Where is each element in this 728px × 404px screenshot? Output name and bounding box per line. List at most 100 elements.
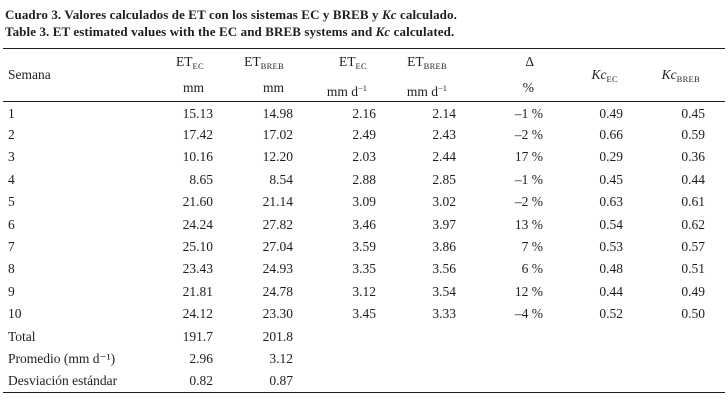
subscript-ec: EC bbox=[606, 74, 618, 84]
cell-kc-breb bbox=[623, 348, 725, 370]
caption-en-text: Table 3. ET estimated values with the EC… bbox=[5, 23, 376, 39]
cell-et-ec-mm: 24.12 bbox=[182, 306, 213, 322]
cell-kc-ec: 0.53 bbox=[599, 239, 623, 255]
cell-et-ec-mmd: 2.88 bbox=[352, 171, 376, 187]
cell-kc-ec: 0.52 bbox=[599, 306, 623, 322]
cell-kc-ec bbox=[543, 370, 623, 392]
cell-delta bbox=[456, 348, 543, 370]
cell-et-ec-mmd: 2.16 bbox=[352, 106, 376, 122]
cell-et-ec-mm: 10.16 bbox=[182, 149, 213, 165]
cell-kc-breb: 0.51 bbox=[681, 261, 705, 277]
col-header-kc-breb: KcBREB bbox=[661, 67, 700, 84]
cell-et-ec-mmd: 2.49 bbox=[352, 127, 376, 143]
cell-delta bbox=[456, 370, 543, 392]
table-caption: Cuadro 3. Valores calculados de ET con l… bbox=[3, 7, 725, 40]
subscript-breb: BREB bbox=[260, 61, 284, 71]
cell-delta: 13 % bbox=[514, 216, 543, 232]
cell-et-breb-mmd: 2.43 bbox=[432, 127, 456, 143]
caption-es-text: Cuadro 3. Valores calculados de ET con l… bbox=[5, 7, 382, 22]
cell-et-breb-mmd: 2.85 bbox=[432, 171, 456, 187]
cell-et-breb-mm: 12.20 bbox=[262, 149, 293, 165]
cell-delta: 17 % bbox=[514, 149, 543, 165]
table-row: 5 21.60 21.14 3.09 3.02 –2 % 0.63 0.61 bbox=[3, 191, 725, 213]
table-row: 4 8.65 8.54 2.88 2.85 –1 % 0.45 0.44 bbox=[3, 169, 725, 191]
caption-es-kc: Kc bbox=[381, 7, 397, 22]
cell-et-ec-mm: 24.24 bbox=[182, 216, 213, 232]
cell-et-ec-mmd: 3.46 bbox=[352, 216, 376, 232]
unit-label: mm d−1 bbox=[406, 83, 447, 99]
cell-delta bbox=[456, 325, 543, 347]
cell-et-breb-mm: 201.8 bbox=[262, 328, 293, 344]
cell-et-ec-mm: 0.82 bbox=[189, 373, 213, 389]
cell-semana: 9 bbox=[8, 283, 15, 299]
cell-delta: 12 % bbox=[514, 283, 543, 299]
unit-label: % bbox=[522, 80, 534, 95]
cell-semana: Promedio (mm d⁻¹) bbox=[8, 350, 116, 366]
cell-et-breb-mm: 8.54 bbox=[269, 171, 293, 187]
col-header-semana: Semana bbox=[8, 67, 51, 82]
cell-et-ec-mm: 23.43 bbox=[182, 261, 213, 277]
col-header-kc-ec: KcEC bbox=[591, 67, 618, 84]
cell-kc-breb: 0.36 bbox=[681, 149, 705, 165]
cell-semana: 7 bbox=[8, 239, 15, 255]
cell-semana: 2 bbox=[8, 127, 15, 143]
unit-label: mm bbox=[262, 80, 284, 95]
cell-kc-ec: 0.54 bbox=[599, 216, 623, 232]
cell-et-ec-mmd: 3.09 bbox=[352, 194, 376, 210]
table-row: Desviación estándar 0.82 0.87 bbox=[3, 370, 725, 392]
cell-kc-ec: 0.66 bbox=[599, 127, 623, 143]
subscript-breb: BREB bbox=[676, 74, 700, 84]
cell-kc-ec: 0.45 bbox=[599, 171, 623, 187]
col-header-et-ec-mmd: ETEC mm d−1 bbox=[293, 49, 376, 102]
cell-et-breb-mm: 27.04 bbox=[262, 239, 293, 255]
cell-et-ec-mmd: 3.35 bbox=[352, 261, 376, 277]
cell-et-breb-mmd bbox=[376, 348, 456, 370]
cell-et-ec-mm: 21.81 bbox=[182, 283, 213, 299]
cell-kc-ec bbox=[543, 325, 623, 347]
caption-es-tail: calculado. bbox=[396, 7, 457, 22]
cell-semana: 10 bbox=[8, 306, 22, 322]
unit-label: mm bbox=[182, 80, 204, 95]
cell-et-breb-mm: 21.14 bbox=[262, 194, 293, 210]
cell-kc-ec: 0.48 bbox=[599, 261, 623, 277]
delta-symbol: Δ bbox=[525, 54, 534, 69]
cell-et-breb-mmd: 3.56 bbox=[432, 261, 456, 277]
cell-kc-breb bbox=[623, 325, 725, 347]
table-row: 1 15.13 14.98 2.16 2.14 –1 % 0.49 0.45 bbox=[3, 102, 725, 124]
cell-et-breb-mm: 24.93 bbox=[262, 261, 293, 277]
caption-spanish: Cuadro 3. Valores calculados de ET con l… bbox=[5, 7, 725, 24]
cell-kc-ec bbox=[543, 348, 623, 370]
cell-kc-breb: 0.49 bbox=[681, 283, 705, 299]
cell-kc-breb: 0.57 bbox=[681, 239, 705, 255]
cell-delta: 7 % bbox=[521, 239, 543, 255]
cell-et-ec-mm: 2.96 bbox=[189, 350, 213, 366]
cell-et-ec-mm: 25.10 bbox=[182, 239, 213, 255]
superscript-minus-one: −1 bbox=[437, 83, 447, 93]
cell-kc-breb: 0.61 bbox=[681, 194, 705, 210]
cell-kc-breb: 0.44 bbox=[681, 171, 705, 187]
cell-et-breb-mmd: 2.44 bbox=[432, 149, 456, 165]
cell-et-ec-mmd: 3.45 bbox=[352, 306, 376, 322]
paper-table-figure: Cuadro 3. Valores calculados de ET con l… bbox=[3, 7, 725, 394]
cell-et-breb-mm: 23.30 bbox=[262, 306, 293, 322]
cell-kc-breb: 0.45 bbox=[681, 106, 705, 122]
cell-et-ec-mmd bbox=[293, 370, 376, 392]
table-row: 9 21.81 24.78 3.12 3.54 12 % 0.44 0.49 bbox=[3, 281, 725, 303]
caption-english: Table 3. ET estimated values with the EC… bbox=[5, 24, 725, 41]
cell-et-breb-mmd bbox=[376, 325, 456, 347]
header-row: Semana ETEC mm ETBREB mm ETEC mm d−1 ETB… bbox=[3, 49, 725, 102]
cell-semana: 3 bbox=[8, 149, 15, 165]
unit-label: mm d−1 bbox=[326, 83, 367, 99]
cell-et-breb-mm: 0.87 bbox=[269, 373, 293, 389]
cell-kc-breb: 0.50 bbox=[681, 306, 705, 322]
cell-semana: 8 bbox=[8, 261, 15, 277]
cell-et-breb-mmd: 3.54 bbox=[432, 283, 456, 299]
cell-et-ec-mmd: 3.12 bbox=[352, 283, 376, 299]
cell-delta: –1 % bbox=[514, 171, 543, 187]
cell-delta: –4 % bbox=[514, 306, 543, 322]
cell-et-breb-mm: 3.12 bbox=[269, 350, 293, 366]
cell-kc-ec: 0.29 bbox=[599, 149, 623, 165]
table-row: 2 17.42 17.02 2.49 2.43 –2 % 0.66 0.59 bbox=[3, 124, 725, 146]
table-row: Promedio (mm d⁻¹) 2.96 3.12 bbox=[3, 348, 725, 370]
cell-et-ec-mm: 15.13 bbox=[182, 106, 213, 122]
